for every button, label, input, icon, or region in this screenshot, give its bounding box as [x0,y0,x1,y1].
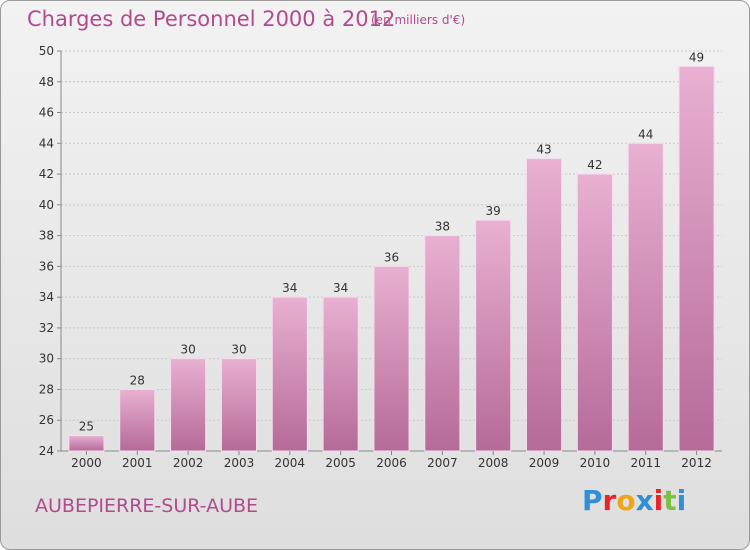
logo-letter: x [635,484,654,517]
data-label: 44 [638,127,653,141]
x-tick-label: 2002 [173,456,204,470]
bar [525,158,563,452]
logo-letter: i [653,484,664,517]
bar [627,142,664,452]
x-tick-label: 2010 [580,456,611,470]
x-tick-label: 2007 [427,456,458,470]
y-tick-label: 34 [39,290,54,304]
data-label: 30 [231,343,246,357]
y-tick-label: 50 [39,44,54,58]
y-tick-label: 28 [39,382,54,396]
x-tick-label: 2000 [71,456,102,470]
y-tick-label: 42 [39,167,54,181]
y-tick-label: 44 [39,136,54,150]
proxiti-logo[interactable]: Proxiti [582,484,686,517]
x-tick-label: 2009 [529,456,560,470]
y-tick-label: 46 [39,106,54,120]
data-label: 49 [689,50,704,64]
x-tick-label: 2011 [630,456,661,470]
data-label: 43 [536,143,551,157]
logo-letter: o [616,484,636,517]
bar [220,358,258,452]
x-tick-label: 2001 [122,456,153,470]
data-label: 39 [486,204,501,218]
town-name: AUBEPIERRE-SUR-AUBE [35,495,259,517]
data-label: 38 [435,220,450,234]
x-tick-label: 2012 [681,456,712,470]
y-tick-label: 24 [39,444,54,458]
y-tick-label: 32 [39,321,54,335]
y-tick-label: 26 [39,413,54,427]
bar [170,358,207,452]
x-tick-label: 2006 [376,456,407,470]
y-tick-label: 38 [39,229,54,243]
data-label: 34 [333,281,348,295]
bar [68,435,105,452]
data-label: 42 [587,158,602,172]
chart-title: Charges de Personnel 2000 à 2012 [27,7,396,31]
data-label: 28 [130,373,145,387]
data-label: 30 [180,343,195,357]
bar [576,173,613,452]
bar [322,296,359,452]
y-tick-label: 36 [39,259,54,273]
x-tick-label: 2008 [478,456,509,470]
data-label: 34 [282,281,297,295]
bar [678,65,715,452]
x-tick-label: 2005 [325,456,356,470]
logo-letter: r [602,484,617,517]
bar [475,219,512,452]
logo-letter: P [582,484,603,517]
data-label: 25 [79,420,94,434]
bar [271,296,308,452]
logo-letter: t [663,484,677,517]
y-tick-label: 40 [39,198,54,212]
chart-subtitle: (en milliers d'€) [371,13,466,27]
logo-letter: i [676,484,687,517]
y-tick-label: 48 [39,75,54,89]
x-tick-label: 2003 [224,456,255,470]
data-label: 36 [384,250,399,264]
bar [119,388,156,452]
bar [373,265,410,452]
x-tick-label: 2004 [275,456,306,470]
y-tick-label: 30 [39,352,54,366]
bar [424,235,461,452]
